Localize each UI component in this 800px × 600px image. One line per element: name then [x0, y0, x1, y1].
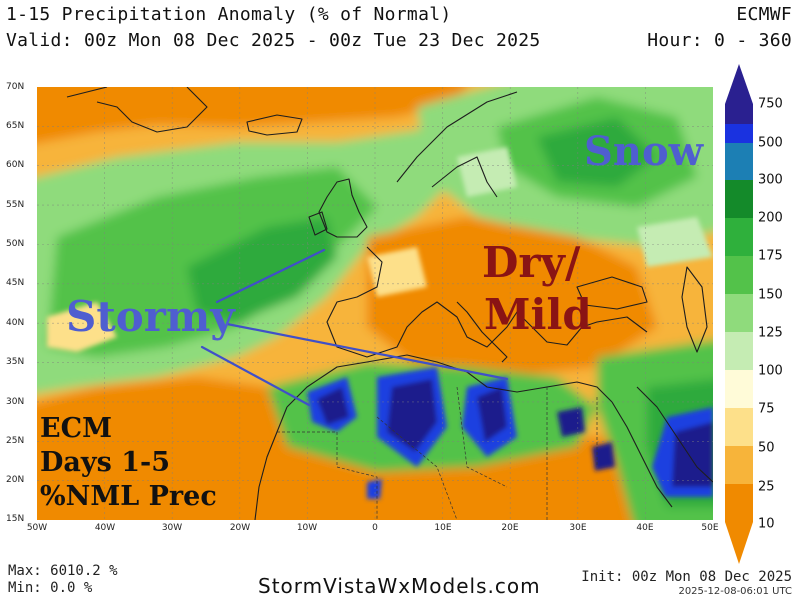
- colorbar-label-300: 300: [758, 172, 783, 188]
- generated-timestamp: 2025-12-08-06:01 UTC: [678, 586, 792, 597]
- annotation-mild: Mild: [484, 290, 592, 339]
- colorbar-label-25: 25: [758, 479, 775, 495]
- lon-label-30w: 30W: [161, 523, 183, 533]
- lat-label-25n: 25N: [6, 436, 25, 446]
- lon-label-0: 0: [372, 523, 378, 533]
- lon-label-50e: 50E: [701, 523, 719, 533]
- map-title: 1-15 Precipitation Anomaly (% of Normal): [6, 4, 452, 25]
- lon-label-40w: 40W: [94, 523, 116, 533]
- lat-label-60n: 60N: [6, 160, 25, 170]
- min-value: Min: 0.0 %: [8, 580, 93, 596]
- colorbar-label-50: 50: [758, 440, 775, 456]
- value-stats: Max: 6010.2 % Min: 0.0 %: [8, 563, 118, 597]
- colorbar-label-200: 200: [758, 210, 783, 226]
- ecm-note-line-2: Days 1-5: [40, 447, 170, 478]
- max-value: Max: 6010.2 %: [8, 563, 118, 579]
- lon-label-50w: 50W: [26, 523, 48, 533]
- lat-label-45n: 45N: [6, 278, 25, 288]
- lat-label-50n: 50N: [6, 239, 25, 249]
- colorbar-label-100: 100: [758, 363, 783, 379]
- lon-label-30e: 30E: [569, 523, 587, 533]
- lat-label-65n: 65N: [6, 121, 25, 131]
- lat-label-30n: 30N: [6, 397, 25, 407]
- colorbar-top-arrow: [725, 64, 753, 104]
- annotation-dry: Dry/: [482, 238, 581, 287]
- annotation-snow: Snow: [584, 128, 704, 175]
- lat-label-70n: 70N: [6, 82, 25, 92]
- annotation-stormy: Stormy: [66, 292, 235, 341]
- lon-label-20w: 20W: [229, 523, 251, 533]
- site-watermark: StormVistaWxModels.com: [258, 574, 541, 598]
- forecast-hours: Hour: 0 - 360: [647, 30, 792, 51]
- colorbar-label-750: 750: [758, 96, 783, 112]
- lat-label-35n: 35N: [6, 357, 25, 367]
- ecm-note: ECM Days 1-5 %NML Prec: [40, 412, 217, 514]
- valid-period: Valid: 00z Mon 08 Dec 2025 - 00z Tue 23 …: [6, 30, 541, 51]
- colorbar-label-10: 10: [758, 516, 775, 532]
- colorbar-label-500: 500: [758, 135, 783, 151]
- lat-label-15n: 15N: [6, 514, 25, 524]
- colorbar-label-175: 175: [758, 248, 783, 264]
- lat-label-55n: 55N: [6, 200, 25, 210]
- lat-label-20n: 20N: [6, 475, 25, 485]
- init-time: Init: 00z Mon 08 Dec 2025: [581, 569, 792, 585]
- colorbar: [725, 64, 753, 564]
- colorbar-label-150: 150: [758, 287, 783, 303]
- ecm-note-line-3: %NML Prec: [40, 481, 217, 512]
- lon-label-20e: 20E: [501, 523, 519, 533]
- model-name: ECMWF: [736, 4, 792, 25]
- lon-label-10e: 10E: [434, 523, 452, 533]
- colorbar-label-125: 125: [758, 325, 783, 341]
- map-canvas: [37, 87, 713, 520]
- lon-label-40e: 40E: [636, 523, 654, 533]
- lat-label-40n: 40N: [6, 318, 25, 328]
- lon-label-10w: 10W: [296, 523, 318, 533]
- precip-anomaly-map: [37, 87, 713, 520]
- ecm-note-line-1: ECM: [40, 413, 112, 444]
- colorbar-label-75: 75: [758, 401, 775, 417]
- colorbar-bottom-arrow: [725, 522, 753, 564]
